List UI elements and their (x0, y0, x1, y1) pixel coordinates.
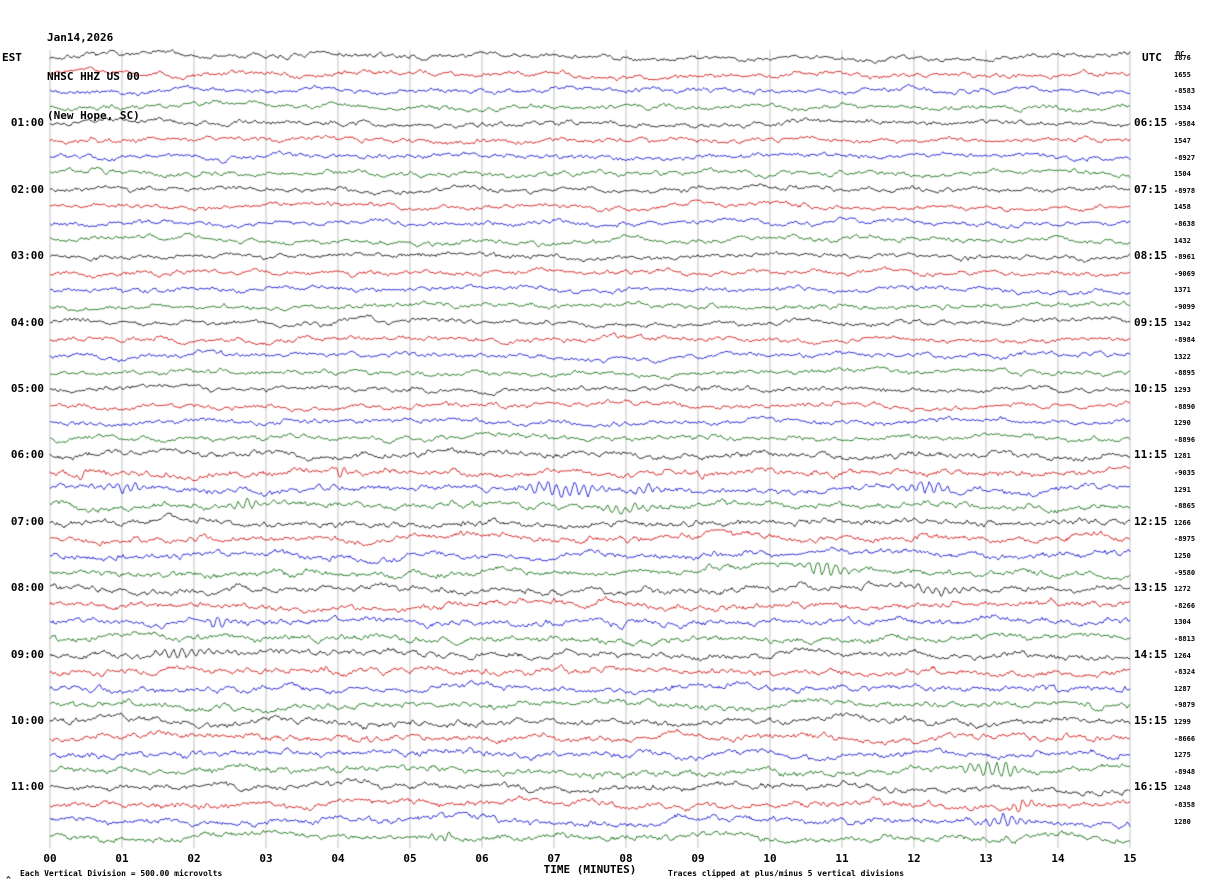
right-hour-label: 06:15 (1134, 116, 1168, 130)
dc-value: -8583 (1174, 87, 1196, 96)
left-hour-label: 04:00 (10, 315, 44, 329)
footer-clip-note: Traces clipped at plus/minus 5 vertical … (668, 869, 905, 878)
dc-value: -9035 (1174, 469, 1196, 477)
dc-value: 1458 (1174, 203, 1191, 212)
dc-value: -8666 (1174, 734, 1196, 743)
title-block: Jan14,2026 NHSC HHZ US 00 (New Hope, SC) (47, 5, 140, 135)
dc-value: -8978 (1174, 186, 1196, 195)
dc-value: -8984 (1174, 336, 1196, 345)
dc-value: 1342 (1174, 319, 1191, 328)
dc-value: 1290 (1174, 419, 1191, 428)
dc-value: 1547 (1174, 137, 1191, 145)
dc-value: 1293 (1174, 386, 1191, 394)
dc-value: -8948 (1174, 767, 1196, 776)
dc-value: 1876 (1174, 54, 1191, 62)
dc-value: 1304 (1174, 618, 1191, 627)
left-hour-label: 10:00 (10, 714, 44, 727)
dc-value: 1281 (1174, 452, 1191, 461)
dc-value: 1287 (1174, 684, 1191, 693)
dc-value: -8975 (1174, 535, 1196, 544)
dc-value: -8961 (1174, 253, 1196, 262)
x-tick-label: 15 (1123, 852, 1137, 865)
dc-value: -8896 (1174, 435, 1196, 444)
left-hour-label: 11:00 (10, 780, 44, 794)
location-label: (New Hope, SC) (47, 109, 140, 122)
dc-value: 1272 (1174, 585, 1191, 594)
right-hour-label: 16:15 (1134, 780, 1168, 794)
dc-value: 1655 (1174, 70, 1191, 79)
dc-column-header: DC (1176, 50, 1185, 58)
x-tick-label: 13 (979, 852, 993, 865)
dc-value: 1248 (1174, 784, 1191, 793)
right-hour-label: 09:15 (1134, 315, 1168, 329)
left-hour-label: 05:00 (10, 382, 44, 395)
dc-value: 1250 (1174, 552, 1191, 560)
left-hour-label: 07:00 (10, 514, 44, 528)
left-hour-label: 01:00 (10, 116, 44, 130)
corner-mark: ^ (6, 875, 11, 884)
right-hour-label: 08:15 (1134, 249, 1168, 263)
x-tick-label: 02 (187, 852, 201, 865)
x-tick-label: 05 (403, 852, 417, 865)
right-hour-label: 15:15 (1134, 714, 1168, 727)
dc-value: 1299 (1174, 718, 1191, 726)
x-tick-label: 10 (763, 852, 777, 865)
x-tick-label: 07 (547, 852, 561, 865)
left-hour-label: 08:00 (10, 581, 44, 595)
dc-value: -9879 (1174, 701, 1196, 710)
dc-value: -8895 (1174, 369, 1196, 378)
dc-value: -8865 (1174, 502, 1196, 511)
x-tick-label: 06 (475, 852, 489, 865)
dc-value: -8638 (1174, 220, 1196, 228)
dc-value: 1275 (1174, 751, 1191, 760)
right-hour-label: 07:15 (1134, 182, 1168, 196)
dc-value: 1280 (1174, 817, 1191, 826)
dc-value: -8927 (1174, 153, 1196, 162)
dc-value: 1534 (1174, 103, 1191, 112)
dc-value: -9069 (1174, 269, 1196, 278)
x-tick-label: 08 (619, 852, 633, 865)
x-tick-label: 09 (691, 852, 705, 865)
dc-value: 1264 (1174, 651, 1191, 660)
dc-value: 1432 (1174, 236, 1191, 245)
right-hour-label: 14:15 (1134, 647, 1168, 661)
x-tick-label: 03 (259, 852, 273, 865)
dc-value: -9099 (1174, 303, 1196, 311)
left-hour-label: 09:00 (10, 647, 44, 661)
x-tick-label: 01 (115, 852, 129, 865)
station-label: NHSC HHZ US 00 (47, 70, 140, 83)
dc-value: 1322 (1174, 352, 1191, 361)
dc-value: -8890 (1174, 402, 1196, 411)
left-timezone-label: EST (2, 51, 22, 64)
x-axis-title: TIME (MINUTES) (543, 863, 637, 876)
dc-value: -8813 (1174, 635, 1196, 643)
right-hour-label: 11:15 (1134, 448, 1168, 462)
dc-value: -9580 (1174, 568, 1196, 577)
dc-value: -8266 (1174, 601, 1196, 610)
dc-value: -8324 (1174, 668, 1196, 677)
right-hour-label: 13:15 (1134, 581, 1168, 595)
dc-value: 1291 (1174, 485, 1191, 494)
right-timezone-label: UTC (1142, 51, 1162, 64)
x-tick-label: 12 (907, 852, 921, 865)
date-label: Jan14,2026 (47, 31, 114, 44)
right-hour-label: 10:15 (1134, 382, 1168, 395)
x-tick-label: 14 (1051, 852, 1065, 865)
left-hour-label: 03:00 (10, 249, 44, 263)
dc-value: 1371 (1174, 286, 1191, 295)
left-hour-label: 02:00 (10, 182, 44, 196)
dc-value: -9584 (1174, 120, 1196, 129)
dc-value: 1266 (1174, 518, 1191, 527)
x-tick-label: 00 (43, 852, 57, 865)
left-hour-label: 06:00 (10, 448, 44, 462)
x-tick-label: 04 (331, 852, 345, 865)
right-hour-label: 12:15 (1134, 514, 1168, 528)
x-tick-label: 11 (835, 852, 849, 865)
dc-value: 1504 (1174, 170, 1191, 179)
footer-scale-note: Each Vertical Division = 500.00 microvol… (20, 869, 223, 878)
dc-value: -8358 (1174, 801, 1196, 809)
